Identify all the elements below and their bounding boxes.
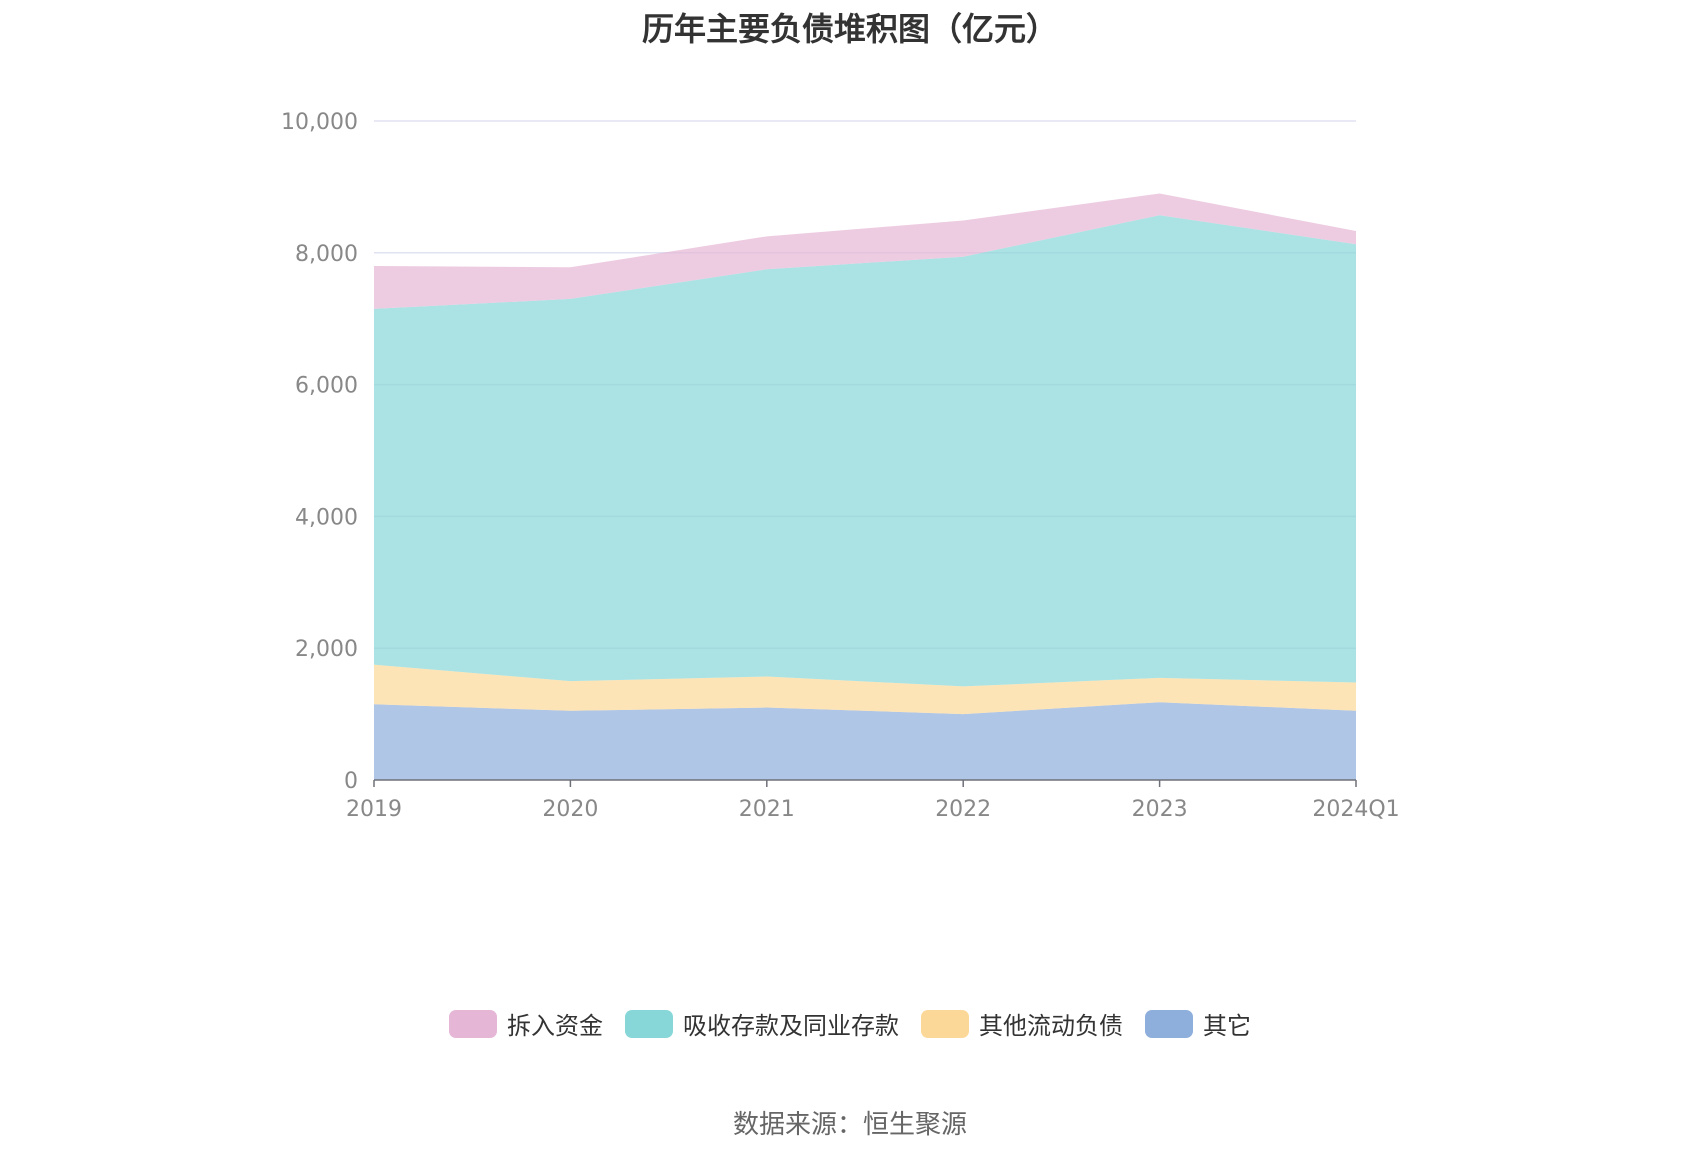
legend-swatch bbox=[1145, 1009, 1193, 1038]
y-tick-label: 10,000 bbox=[281, 110, 358, 135]
legend-swatch bbox=[625, 1009, 673, 1038]
area-series-group bbox=[374, 193, 1356, 780]
y-tick-label: 6,000 bbox=[295, 374, 358, 399]
legend-item-other-current[interactable]: 其他流动负债 bbox=[921, 1006, 1123, 1041]
area-series[interactable] bbox=[374, 702, 1356, 780]
y-tick-label: 8,000 bbox=[295, 242, 358, 267]
legend-item-deposits[interactable]: 吸收存款及同业存款 bbox=[625, 1006, 899, 1041]
x-tick-label: 2021 bbox=[739, 797, 795, 822]
x-tick-label: 2020 bbox=[542, 797, 598, 822]
x-tick-label: 2023 bbox=[1132, 797, 1188, 822]
y-tick-label: 0 bbox=[344, 769, 358, 794]
y-tick-label: 2,000 bbox=[295, 637, 358, 662]
legend-item-chairu[interactable]: 拆入资金 bbox=[449, 1006, 603, 1041]
legend-swatch bbox=[449, 1009, 497, 1038]
y-tick-label: 4,000 bbox=[295, 505, 358, 530]
legend-label: 吸收存款及同业存款 bbox=[683, 1012, 899, 1040]
legend: 拆入资金 吸收存款及同业存款 其他流动负债 其它 bbox=[0, 1006, 1700, 1041]
legend-label: 拆入资金 bbox=[507, 1012, 603, 1040]
legend-item-other[interactable]: 其它 bbox=[1145, 1006, 1251, 1041]
area-series[interactable] bbox=[374, 215, 1356, 687]
x-tick-label: 2022 bbox=[935, 797, 991, 822]
legend-label: 其他流动负债 bbox=[979, 1012, 1123, 1040]
axes: 0 2,000 4,000 6,000 8,000 10,000 2019 2020 2021 2… bbox=[281, 110, 1400, 822]
chart-title: 历年主要负债堆积图（亿元） bbox=[641, 10, 1058, 48]
area-series[interactable] bbox=[374, 193, 1356, 309]
data-source-note: 数据来源：恒生聚源 bbox=[732, 1110, 967, 1140]
legend-label: 其它 bbox=[1203, 1012, 1251, 1040]
x-tick-label: 2019 bbox=[346, 797, 402, 822]
area-series[interactable] bbox=[374, 664, 1356, 715]
legend-swatch bbox=[921, 1009, 969, 1038]
x-tick-label: 2024Q1 bbox=[1312, 797, 1399, 822]
